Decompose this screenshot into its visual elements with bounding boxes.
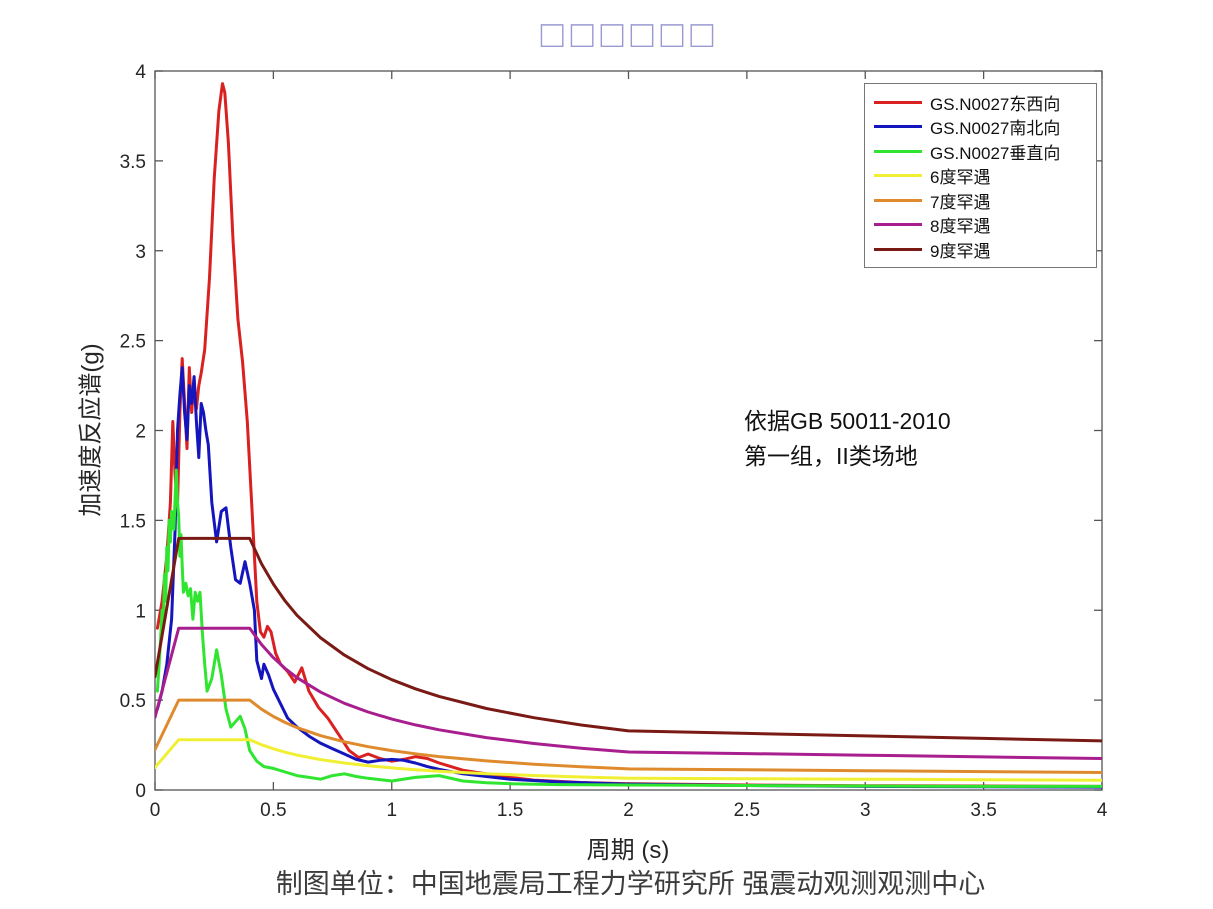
chart-title: □□□□□□ [540,14,721,56]
series-rare-6 [155,738,1102,782]
y-tick-label: 0 [135,781,146,802]
legend: GS.N0027东西向 GS.N0027南北向 GS.N0027垂直向 6度罕遇 7度罕… [864,83,1097,268]
annotation-line1: 依据GB 50011-2010 [744,408,951,434]
x-tick-label: 1 [386,800,397,821]
y-tick-label: 1.5 [120,511,146,532]
x-tick-label: 0 [150,800,161,821]
legend-label: 7度罕遇 [930,192,991,212]
x-tick-label: 1.5 [497,800,523,821]
legend-line-sample [874,149,922,153]
legend-label: GS.N0027东西向 [930,94,1061,114]
annotation-line2: 第一组，II类场地 [744,443,918,469]
legend-line-sample [874,125,922,129]
y-tick-label: 3.5 [120,152,146,173]
legend-label: 6度罕遇 [930,168,991,188]
x-tick-label: 2 [623,800,634,821]
legend-label: 9度罕遇 [930,241,991,261]
legend-item: GS.N0027东西向 [874,90,1096,115]
legend-item: GS.N0027垂直向 [874,139,1096,164]
x-tick-label: 3.5 [970,800,996,821]
series-gs-n0027-ns [155,366,1102,789]
x-tick-label: 2.5 [734,800,760,821]
legend-item: 8度罕遇 [874,213,1096,238]
legend-line-sample [874,100,922,104]
legend-line-sample [874,198,922,202]
y-tick-label: 2.5 [120,332,146,353]
series-group [155,82,1102,789]
x-tick-label: 4 [1097,800,1108,821]
legend-item: GS.N0027南北向 [874,115,1096,140]
legend-label: 8度罕遇 [930,217,991,237]
y-axis-label: 加速度反应谱(g) [77,343,105,517]
legend-line-sample [874,174,922,178]
y-tick-label: 3 [135,242,146,263]
legend-line-sample [874,247,922,251]
y-tick-label: 1 [135,601,146,622]
series-rare-8 [155,626,1102,760]
y-tick-label: 2 [135,422,146,443]
code-annotation: 依据GB 50011-2010 第一组，II类场地 [744,404,951,474]
legend-item: 9度罕遇 [874,237,1096,262]
legend-label: GS.N0027垂直向 [930,143,1061,163]
legend-item: 6度罕遇 [874,164,1096,189]
legend-item: 7度罕遇 [874,188,1096,213]
caption: 制图单位：中国地震局工程力学研究所 强震动观测观测中心 [275,869,986,899]
legend-line-sample [874,223,922,227]
x-axis-label: 周期 (s) [586,837,670,864]
y-tick-label: 0.5 [120,691,146,712]
legend-label: GS.N0027南北向 [930,119,1061,139]
series-rare-7 [155,698,1102,774]
y-tick-label: 4 [135,62,146,83]
x-tick-label: 3 [860,800,871,821]
x-tick-label: 0.5 [260,800,286,821]
series-gs-n0027-ud [155,468,1102,788]
series-rare-9 [155,536,1102,743]
